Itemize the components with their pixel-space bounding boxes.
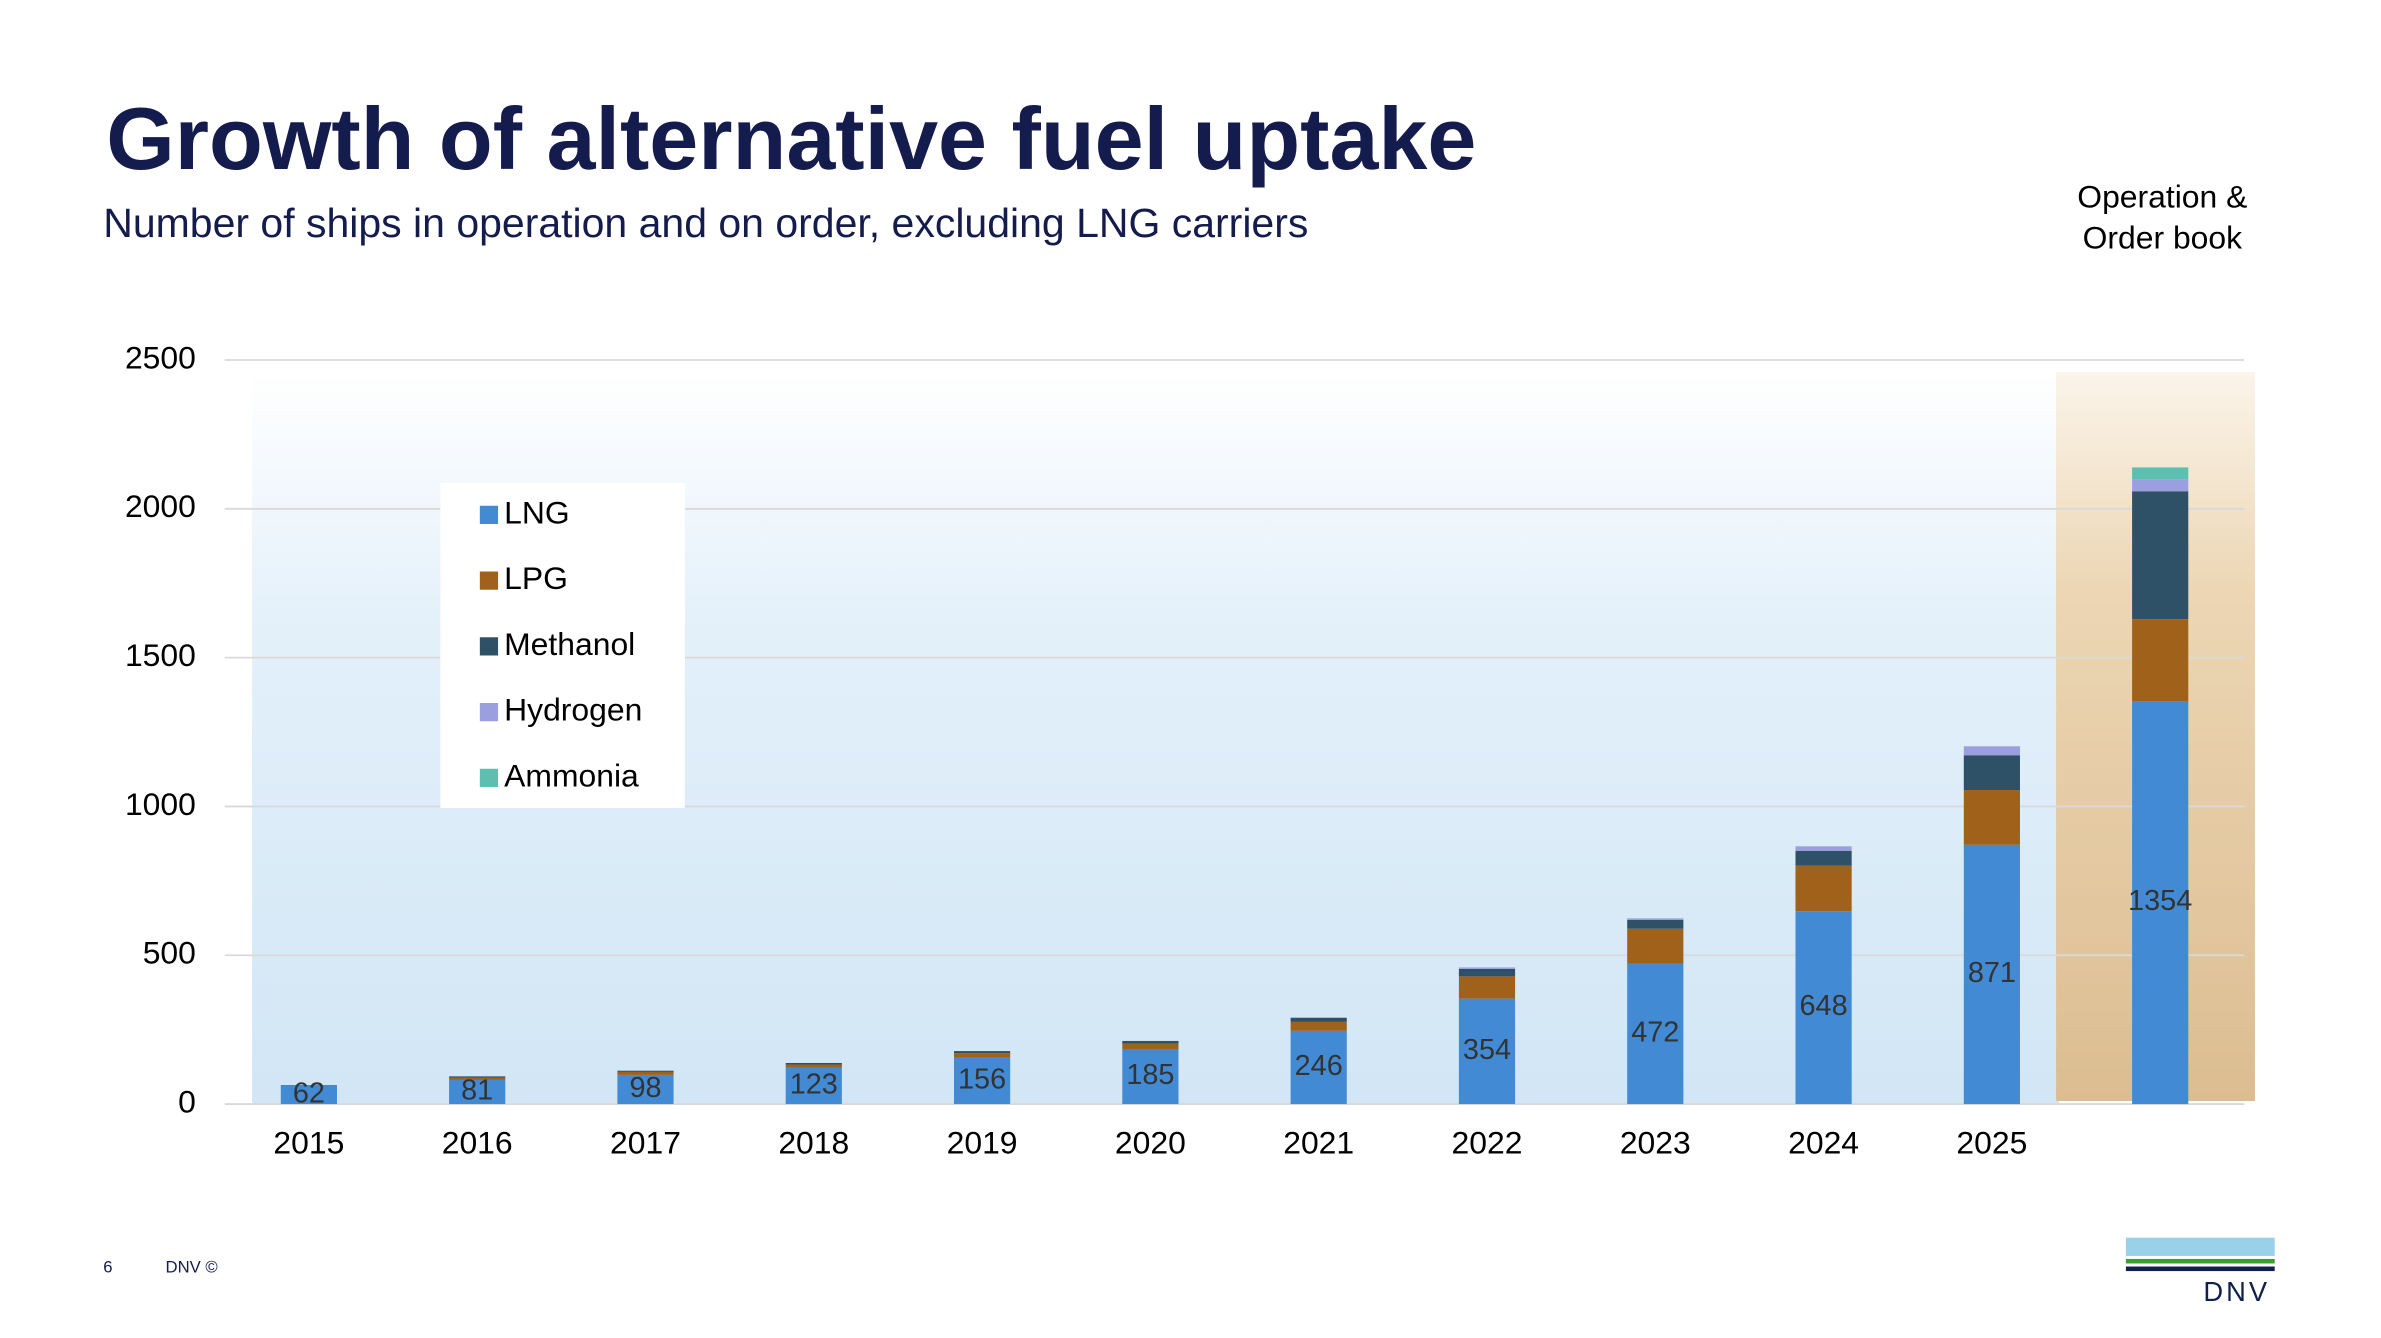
bar-segment — [2132, 701, 2189, 1105]
bar-segment — [1627, 919, 1684, 929]
bar-segment — [617, 1074, 674, 1105]
data-label: 354 — [1463, 1034, 1511, 1066]
legend-swatch — [479, 768, 499, 787]
x-tick-label: 2017 — [610, 1124, 681, 1160]
bar-segment — [1627, 928, 1684, 964]
bar-segment — [1290, 1021, 1347, 1031]
bars — [280, 467, 2189, 1105]
x-tick-label: 2018 — [778, 1124, 849, 1160]
legend-label: LPG — [504, 560, 568, 596]
bar-segment — [1795, 911, 1852, 1105]
logo-text: DNV — [2203, 1276, 2270, 1307]
bar-segment — [1627, 918, 1684, 920]
bar-segment — [1458, 968, 1516, 977]
bar-segment — [1122, 1040, 1179, 1044]
logo-bar — [2125, 1237, 2275, 1256]
legend-swatch — [479, 637, 499, 656]
bar-segment — [1458, 998, 1516, 1105]
data-label: 246 — [1295, 1050, 1343, 1082]
bar-segment — [1458, 976, 1516, 999]
bar-segment — [617, 1070, 674, 1072]
data-label: 871 — [1968, 957, 2016, 989]
y-tick-label: 0 — [178, 1083, 196, 1119]
legend-swatch — [479, 703, 499, 722]
data-label: 1354 — [2128, 885, 2192, 917]
y-tick-label: 500 — [143, 935, 196, 971]
bar-segment — [449, 1079, 506, 1105]
chart-title: Growth of alternative fuel uptake — [106, 89, 1476, 188]
logo-bar — [2125, 1258, 2275, 1264]
data-label: 185 — [1126, 1059, 1174, 1091]
x-tick-label: 2016 — [442, 1124, 513, 1160]
data-label: 472 — [1631, 1016, 1679, 1048]
x-tick-label: 2022 — [1452, 1124, 1523, 1160]
data-label: 98 — [629, 1072, 661, 1104]
bar-segment — [1963, 790, 2020, 845]
bar-segment — [2132, 479, 2189, 492]
bar-segment — [449, 1076, 506, 1078]
bar-segment — [1627, 963, 1684, 1105]
bar-segment — [1290, 1017, 1347, 1022]
x-tick-label: 2025 — [1956, 1124, 2027, 1160]
legend-label: LNG — [504, 494, 570, 530]
bar-segment — [1290, 1030, 1347, 1105]
annotation: Order book — [2083, 219, 2243, 255]
legend: LNG LPG Methanol Hydrogen Ammonia — [479, 494, 642, 793]
y-tick-label: 2500 — [125, 339, 196, 375]
bar-segment — [1963, 746, 2020, 756]
bar-segment — [953, 1051, 1011, 1054]
bar-segment — [2132, 619, 2189, 702]
labels: 2015 62 2016 81 2017 98 2018 123 2019 156 2020 185 2… — [273, 885, 2192, 1160]
bar-segment — [1122, 1048, 1179, 1105]
bar-segment — [617, 1071, 674, 1075]
copyright: DNV © — [166, 1257, 219, 1276]
x-tick-label: 2015 — [273, 1124, 344, 1160]
bar-segment — [785, 1067, 842, 1105]
bar-segment — [1795, 865, 1852, 912]
data-label: 81 — [461, 1075, 493, 1107]
bar-segment — [1795, 846, 1852, 851]
x-tick-label: 2020 — [1115, 1124, 1186, 1160]
data-label: 62 — [293, 1077, 325, 1109]
bar-segment — [280, 1085, 337, 1086]
annotation: Operation & — [2077, 178, 2247, 214]
legend-label: Methanol — [504, 626, 635, 662]
legend-label: Ammonia — [504, 757, 639, 793]
y-tick-label: 1500 — [125, 637, 196, 673]
chart-subtitle: Number of ships in operation and on orde… — [103, 200, 1308, 246]
x-tick-label: 2024 — [1788, 1124, 1859, 1160]
page-number: 6 — [103, 1257, 112, 1276]
bar-segment — [280, 1085, 337, 1105]
x-tick-label: 2019 — [947, 1124, 1018, 1160]
bar-segment — [953, 1057, 1011, 1105]
bar-segment — [1963, 755, 2020, 791]
legend-swatch — [479, 505, 499, 524]
data-label: 156 — [958, 1063, 1006, 1095]
legend-swatch — [479, 571, 499, 590]
y-tick-label: 1000 — [125, 786, 196, 822]
bar-segment — [785, 1064, 842, 1068]
bar-segment — [785, 1062, 842, 1065]
bar-segment — [1963, 844, 2020, 1105]
bar-segment — [953, 1053, 1011, 1058]
bar-segment — [449, 1077, 506, 1080]
logo-bar — [2125, 1266, 2275, 1272]
y-tick-label: 2000 — [125, 488, 196, 524]
bar-segment — [2132, 467, 2189, 480]
x-tick-label: 2023 — [1620, 1124, 1691, 1160]
data-label: 123 — [790, 1068, 838, 1100]
bar-segment — [1458, 967, 1516, 969]
legend-label: Hydrogen — [504, 692, 642, 728]
bar-segment — [2132, 491, 2189, 620]
bar-segment — [1122, 1043, 1179, 1049]
data-label: 648 — [1800, 990, 1848, 1022]
bar-segment — [1795, 850, 1852, 866]
x-tick-label: 2021 — [1283, 1124, 1354, 1160]
grid: 0 500 1000 1500 2000 2500 — [125, 339, 2245, 1119]
